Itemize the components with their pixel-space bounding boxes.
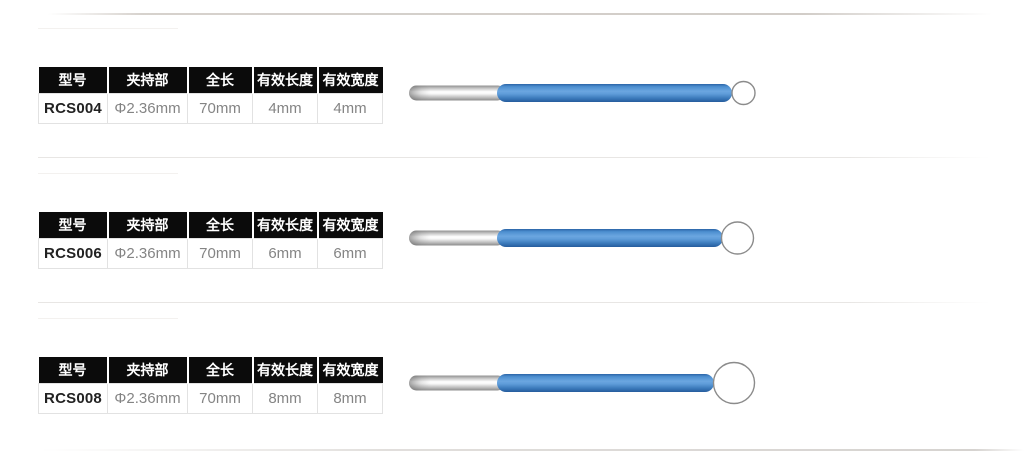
electrode-shaft-cap — [409, 230, 431, 246]
electrode-shaft — [409, 230, 505, 246]
spec-table-row: RCS004 Φ2.36mm 70mm 4mm 4mm — [38, 93, 383, 124]
clamp-cell: Φ2.36mm — [107, 238, 188, 269]
electrode-shaft-cap — [409, 85, 431, 101]
col-header-effective-width: 有效宽度 — [317, 357, 383, 384]
electrode-insulation-tube — [497, 374, 714, 392]
effective-length-cell: 6mm — [252, 238, 318, 269]
col-header-total-length: 全长 — [187, 67, 254, 94]
top-divider-line — [48, 13, 992, 15]
spec-table-header-row: 型号 夹持部 全长 有效长度 有效宽度 — [38, 357, 383, 384]
spec-table: 型号 夹持部 全长 有效长度 有效宽度 RCS008 Φ2.36mm 70mm … — [38, 357, 383, 414]
col-header-effective-width: 有效宽度 — [317, 67, 383, 94]
clamp-cell: Φ2.36mm — [107, 383, 188, 414]
spec-table-header-row: 型号 夹持部 全长 有效长度 有效宽度 — [38, 212, 383, 239]
total-length-cell: 70mm — [187, 238, 253, 269]
electrode-insulation-tube — [497, 84, 732, 102]
effective-length-cell: 4mm — [252, 93, 318, 124]
electrode-ball-tip — [720, 221, 755, 255]
col-header-model: 型号 — [38, 67, 109, 94]
ball-electrode-illustration — [409, 80, 756, 106]
electrode-insulation-tube — [497, 229, 723, 247]
spec-table-header-row: 型号 夹持部 全长 有效长度 有效宽度 — [38, 67, 383, 94]
model-cell: RCS008 — [38, 383, 108, 414]
electrode-ball-tip — [712, 361, 756, 405]
spec-table-row: RCS008 Φ2.36mm 70mm 8mm 8mm — [38, 383, 383, 414]
effective-width-cell: 4mm — [317, 93, 383, 124]
product-section-rcs004: 型号 夹持部 全长 有效长度 有效宽度 RCS004 Φ2.36mm 70mm … — [0, 28, 1024, 173]
col-header-total-length: 全长 — [187, 357, 254, 384]
electrode-shaft — [409, 85, 505, 101]
electrode-ball-tip — [731, 80, 756, 106]
model-cell: RCS004 — [38, 93, 108, 124]
col-header-clamp: 夹持部 — [107, 67, 189, 94]
product-section-rcs008: 型号 夹持部 全长 有效长度 有效宽度 RCS008 Φ2.36mm 70mm … — [0, 318, 1024, 463]
product-section-rcs006: 型号 夹持部 全长 有效长度 有效宽度 RCS006 Φ2.36mm 70mm … — [0, 173, 1024, 318]
col-header-total-length: 全长 — [187, 212, 254, 239]
col-header-effective-length: 有效长度 — [252, 357, 319, 384]
col-header-model: 型号 — [38, 357, 109, 384]
effective-length-cell: 8mm — [252, 383, 318, 414]
electrode-shaft — [409, 375, 505, 391]
ball-electrode-illustration — [409, 221, 755, 255]
col-header-effective-length: 有效长度 — [252, 67, 319, 94]
col-header-model: 型号 — [38, 212, 109, 239]
total-length-cell: 70mm — [187, 93, 253, 124]
ball-electrode-illustration — [409, 361, 756, 405]
effective-width-cell: 6mm — [317, 238, 383, 269]
col-header-clamp: 夹持部 — [107, 212, 189, 239]
model-cell: RCS006 — [38, 238, 108, 269]
spec-table: 型号 夹持部 全长 有效长度 有效宽度 RCS006 Φ2.36mm 70mm … — [38, 212, 383, 269]
total-length-cell: 70mm — [187, 383, 253, 414]
col-header-clamp: 夹持部 — [107, 357, 189, 384]
col-header-effective-length: 有效长度 — [252, 212, 319, 239]
col-header-effective-width: 有效宽度 — [317, 212, 383, 239]
clamp-cell: Φ2.36mm — [107, 93, 188, 124]
electrode-shaft-cap — [409, 375, 431, 391]
effective-width-cell: 8mm — [317, 383, 383, 414]
spec-table-row: RCS006 Φ2.36mm 70mm 6mm 6mm — [38, 238, 383, 269]
spec-table: 型号 夹持部 全长 有效长度 有效宽度 RCS004 Φ2.36mm 70mm … — [38, 67, 383, 124]
